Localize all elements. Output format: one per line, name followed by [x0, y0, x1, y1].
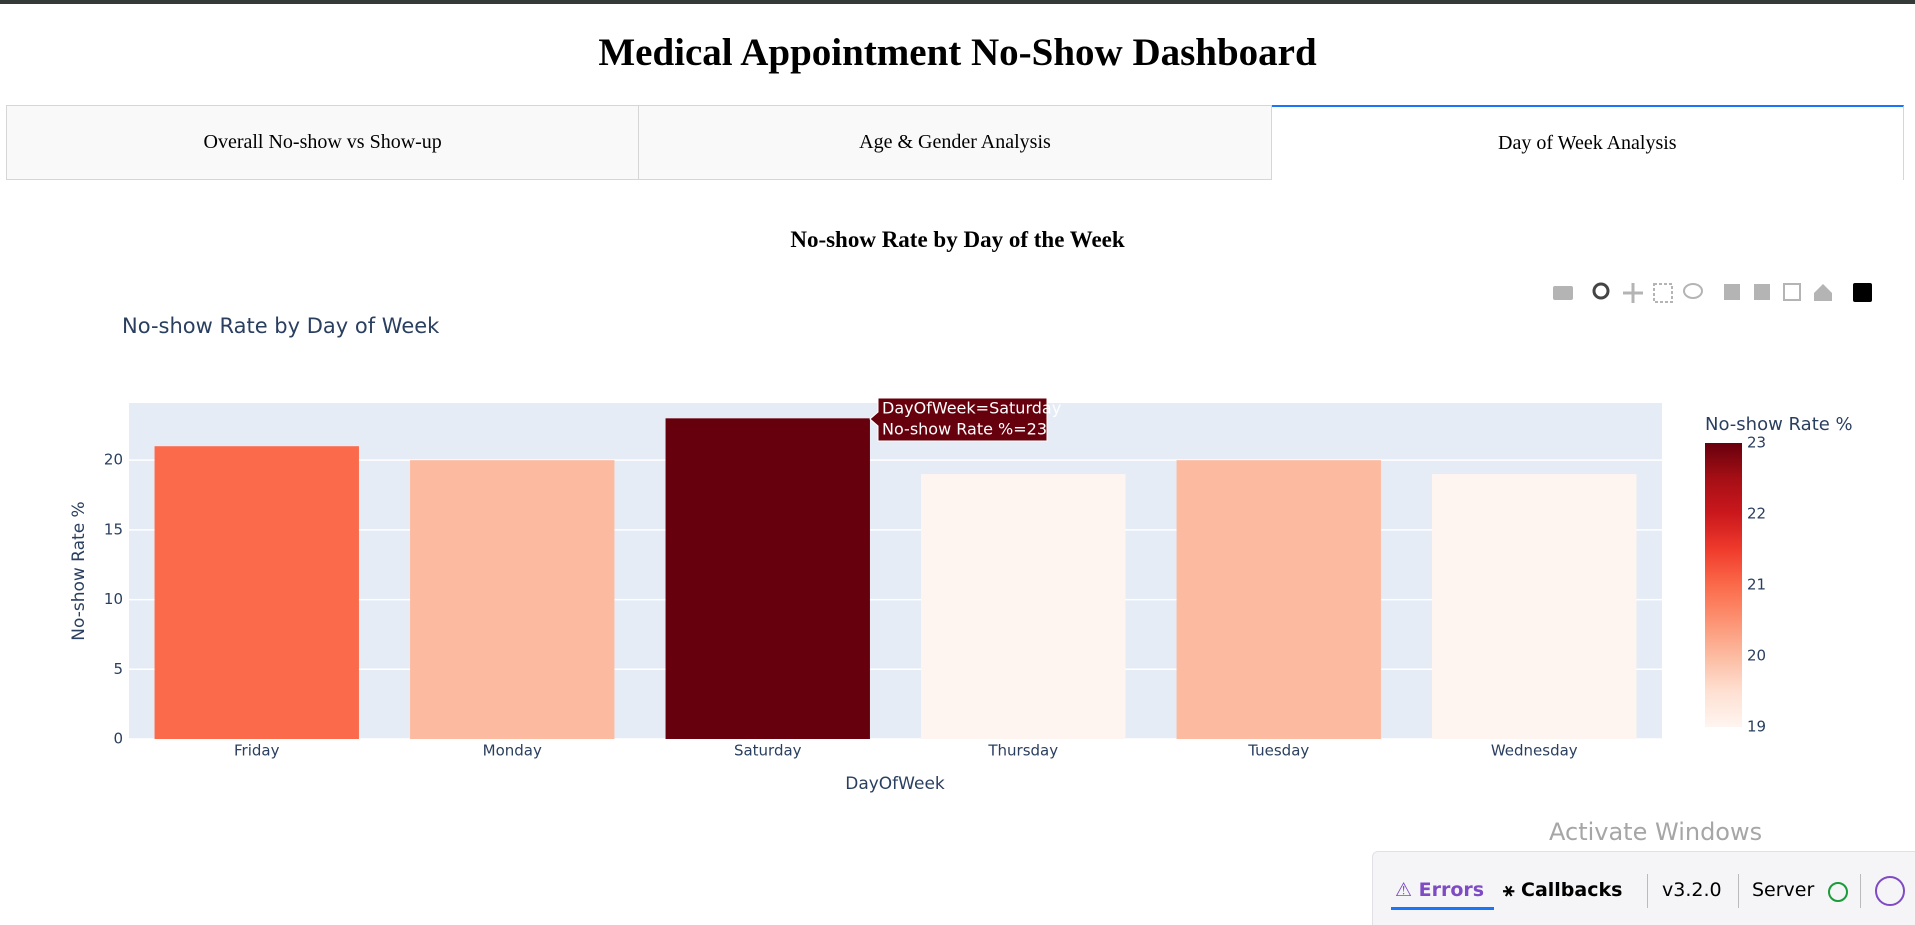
- debug-bar: ⚠ Errors ⚹ Callbacks v3.2.0 Server: [1372, 851, 1915, 925]
- section-title: No-show Rate by Day of the Week: [790, 227, 1125, 252]
- bar: [1432, 474, 1637, 739]
- plotly-logo[interactable]: [1853, 283, 1872, 302]
- x-axis-label: DayOfWeek: [845, 774, 945, 794]
- bar: [921, 474, 1126, 739]
- pan-icon[interactable]: [1623, 283, 1643, 303]
- tooltip-box: [869, 397, 1048, 442]
- watermark-title: Activate Windows: [1549, 818, 1763, 846]
- x-tick-label: Wednesday: [1491, 742, 1578, 760]
- y-tick-label: 20: [104, 451, 123, 469]
- camera-icon[interactable]: [1553, 286, 1573, 300]
- colorbar-tick-label: 21: [1747, 576, 1766, 594]
- bar: [410, 460, 615, 739]
- expand-button[interactable]: [1875, 876, 1905, 906]
- colorbar-title: No-show Rate %: [1705, 414, 1853, 435]
- select-icon[interactable]: [1653, 283, 1673, 303]
- divider: [1860, 874, 1861, 908]
- x-tick-label: Monday: [483, 742, 542, 760]
- tab[interactable]: Overall No-show vs Show-up: [6, 105, 640, 180]
- colorbar-tick-label: 19: [1747, 718, 1766, 736]
- colorbar: [1705, 443, 1742, 727]
- bar: [665, 418, 870, 739]
- zoom-out-icon[interactable]: [1754, 284, 1770, 300]
- reset-icon[interactable]: [1814, 284, 1832, 301]
- top-bar: [0, 0, 1915, 4]
- errors-button[interactable]: ⚠ Errors: [1395, 879, 1485, 901]
- tooltip: DayOfWeek=Saturday No-show Rate %=23: [869, 397, 1061, 442]
- lasso-icon[interactable]: [1683, 283, 1703, 299]
- tab-bar: Overall No-show vs Show-up Age & Gender …: [6, 105, 1904, 180]
- callbacks-label: Callbacks: [1521, 879, 1623, 901]
- x-tick-label: Thursday: [987, 742, 1058, 760]
- y-tick-label: 15: [104, 520, 123, 538]
- x-tick-label: Saturday: [734, 742, 802, 760]
- y-axis-label: No-show Rate %: [69, 501, 89, 640]
- chart-title: No-show Rate by Day of Week: [122, 314, 440, 338]
- autoscale-icon[interactable]: [1783, 283, 1801, 301]
- y-tick-label: 5: [113, 660, 123, 678]
- bar: [154, 446, 359, 739]
- modebar: [1553, 282, 1872, 303]
- dashboard-title: Medical Appointment No-Show Dashboard: [598, 31, 1317, 74]
- errors-label: Errors: [1418, 879, 1485, 901]
- plot-background: [129, 403, 1662, 739]
- zoom-icon[interactable]: [1592, 282, 1610, 300]
- version: v3.2.0: [1662, 879, 1722, 901]
- tab[interactable]: Day of Week Analysis: [1271, 105, 1904, 180]
- zoom-in-icon[interactable]: [1724, 284, 1740, 300]
- tooltip-line: DayOfWeek=Saturday: [882, 399, 1061, 418]
- server-status-icon: [1828, 882, 1848, 902]
- tooltip-line: No-show Rate %=23: [882, 420, 1047, 439]
- y-tick-label: 0: [113, 730, 123, 748]
- colorbar-tick-label: 20: [1747, 647, 1766, 665]
- x-tick-label: Tuesday: [1247, 742, 1309, 760]
- errors-underline: [1391, 907, 1494, 910]
- x-tick-label: Friday: [234, 742, 280, 760]
- colorbar-tick-label: 23: [1747, 434, 1766, 452]
- divider: [1738, 874, 1739, 908]
- y-tick-label: 10: [104, 590, 123, 608]
- tab[interactable]: Age & Gender Analysis: [639, 105, 1272, 180]
- callbacks-button[interactable]: ⚹ Callbacks: [1503, 879, 1623, 901]
- divider: [1647, 874, 1648, 908]
- bar: [1176, 460, 1381, 739]
- server-label: Server: [1752, 879, 1815, 901]
- colorbar-tick-label: 22: [1747, 505, 1766, 523]
